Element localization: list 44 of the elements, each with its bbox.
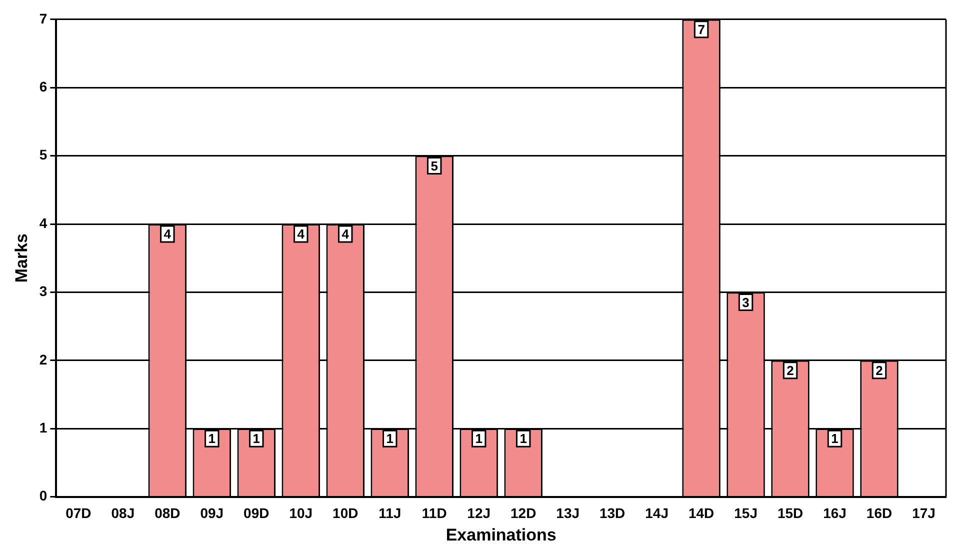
x-tick-label: 17J xyxy=(912,505,936,522)
x-tick-label: 10D xyxy=(332,505,358,522)
y-tick-label: 0 xyxy=(39,488,48,504)
x-tick-label: 16J xyxy=(823,505,846,522)
data-label: 5 xyxy=(430,158,438,174)
x-tick-label: 14D xyxy=(688,505,714,522)
x-tick-label: 08D xyxy=(154,505,180,522)
y-tick-label: 3 xyxy=(39,283,48,300)
data-label: 7 xyxy=(698,22,705,37)
x-tick-label: 09J xyxy=(200,505,224,522)
x-tick-label: 13D xyxy=(599,505,626,522)
x-tick-label: 16D xyxy=(866,505,892,522)
x-tick-label: 15D xyxy=(777,505,804,522)
data-label: 1 xyxy=(475,431,482,446)
x-tick-label: 07D xyxy=(66,505,92,522)
data-label: 4 xyxy=(164,226,172,242)
data-label: 2 xyxy=(786,362,794,378)
x-tick-label: 15J xyxy=(734,505,758,522)
x-axis-title: Examinations xyxy=(446,525,556,544)
data-label: 4 xyxy=(342,226,350,242)
data-label: 4 xyxy=(297,226,306,242)
x-tick-label: 10J xyxy=(289,505,313,522)
y-axis-title: Marks xyxy=(12,234,31,283)
x-tick-label: 12J xyxy=(467,505,491,522)
data-label: 1 xyxy=(831,431,838,446)
x-tick-label: 08J xyxy=(111,505,135,522)
data-label: 1 xyxy=(208,431,216,446)
x-tick-label: 09D xyxy=(244,505,270,522)
data-label: 1 xyxy=(252,431,260,446)
x-tick-label: 12D xyxy=(510,505,536,522)
x-tick-label: 11J xyxy=(378,505,402,522)
x-tick-label: 13J xyxy=(556,505,580,522)
y-tick-label: 7 xyxy=(39,10,48,26)
data-label: 1 xyxy=(520,431,527,446)
data-label: 1 xyxy=(386,431,394,446)
y-tick-label: 6 xyxy=(39,78,48,94)
data-label: 2 xyxy=(876,362,883,378)
x-tick-label: 14J xyxy=(645,505,668,522)
y-tick-label: 2 xyxy=(39,351,48,368)
y-tick-label: 5 xyxy=(39,146,48,163)
x-tick-label: 11D xyxy=(422,505,447,522)
y-tick-label: 4 xyxy=(39,214,48,231)
y-tick-label: 1 xyxy=(39,419,48,436)
data-label: 3 xyxy=(742,294,750,310)
